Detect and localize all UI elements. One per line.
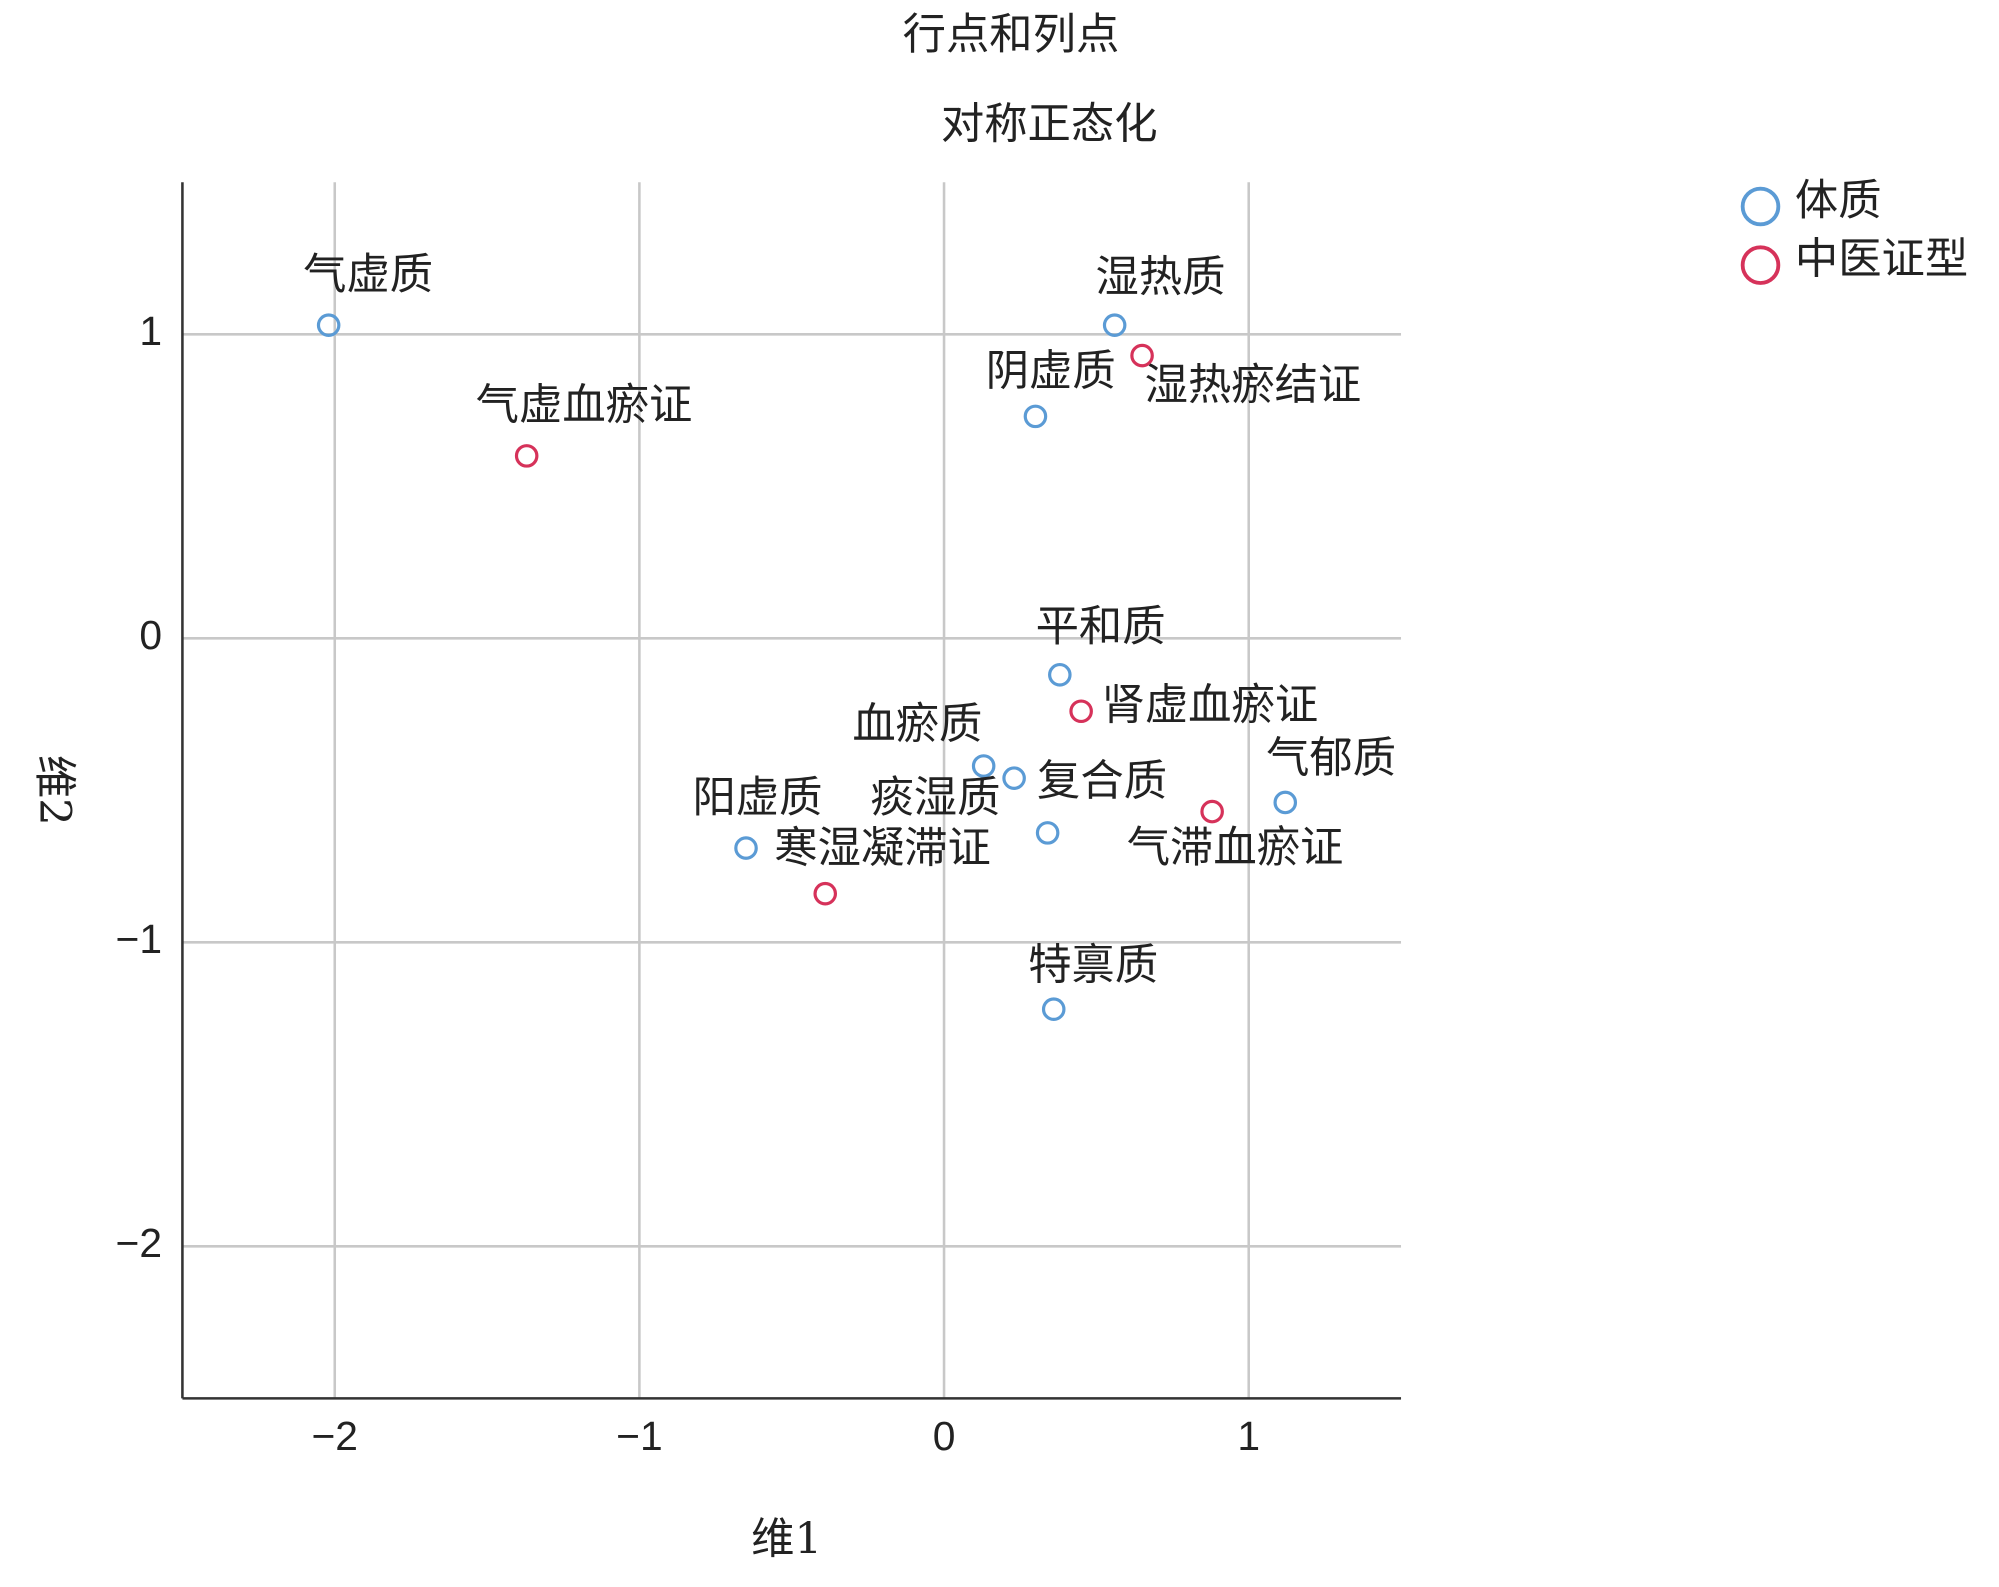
point-label: 特禀质 [1028, 940, 1158, 990]
chart-subtitle: 对称正态化 [941, 99, 1158, 149]
point [1102, 313, 1127, 337]
x-tick-label: −2 [311, 1413, 358, 1459]
point-label: 痰湿质 [870, 773, 1000, 823]
point [316, 313, 341, 337]
point [1048, 662, 1072, 687]
x-tick-label: 1 [1237, 1413, 1260, 1459]
point [1035, 821, 1060, 845]
point [514, 444, 539, 468]
point-label: 寒湿凝滞证 [774, 824, 991, 874]
y-axis-label: 维2 [29, 755, 79, 826]
legend-label: 体质 [1795, 176, 1882, 226]
x-tick-label: −1 [616, 1413, 662, 1459]
point-label: 气虚质 [303, 250, 433, 300]
y-tick-label: 0 [139, 612, 162, 658]
point [1273, 790, 1298, 815]
point-label: 湿热瘀结证 [1145, 361, 1362, 411]
point [1041, 997, 1066, 1021]
point-label: 肾虚血瘀证 [1102, 681, 1319, 731]
point-label: 阳虚质 [692, 773, 822, 823]
point-label: 气滞血瘀证 [1127, 823, 1344, 873]
point-label: 气郁质 [1266, 734, 1396, 784]
point [813, 881, 838, 906]
chart-title: 行点和列点 [903, 10, 1120, 60]
point [1130, 343, 1154, 368]
point-label: 湿热质 [1096, 253, 1226, 303]
point [1002, 766, 1026, 790]
x-axis-label: 维1 [751, 1514, 822, 1564]
point [1200, 799, 1224, 824]
point [734, 836, 758, 860]
x-tick-label: 0 [933, 1413, 956, 1459]
point [971, 754, 996, 778]
point-label: 血瘀质 [852, 700, 982, 750]
point-label: 阴虚质 [986, 346, 1116, 396]
legend-marker [1740, 186, 1781, 227]
point-label: 复合质 [1037, 757, 1167, 807]
y-tick-label: 1 [139, 308, 162, 354]
legend-label: 中医证型 [1795, 235, 1968, 285]
point-label: 气虚血瘀证 [476, 381, 693, 431]
y-tick-label: −2 [116, 1220, 163, 1266]
legend-marker [1740, 245, 1781, 285]
y-tick-label: −1 [116, 916, 163, 962]
point [1069, 699, 1093, 724]
point [1023, 404, 1048, 429]
point-label: 平和质 [1036, 602, 1166, 652]
